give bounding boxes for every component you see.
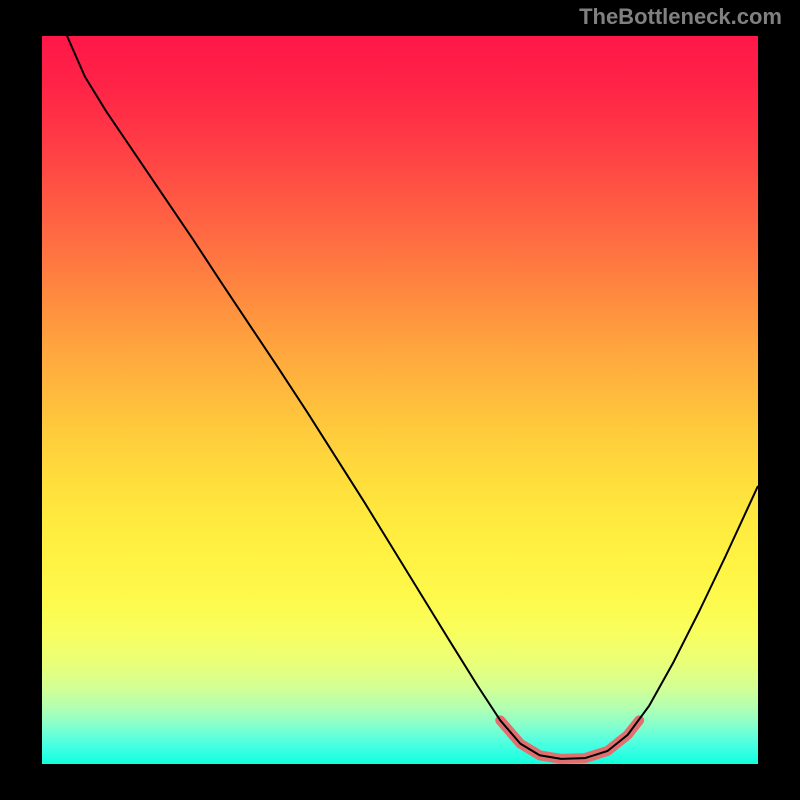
chart-area xyxy=(42,36,758,764)
chart-svg xyxy=(42,36,758,764)
chart-background xyxy=(42,36,758,764)
watermark-text: TheBottleneck.com xyxy=(579,4,782,30)
